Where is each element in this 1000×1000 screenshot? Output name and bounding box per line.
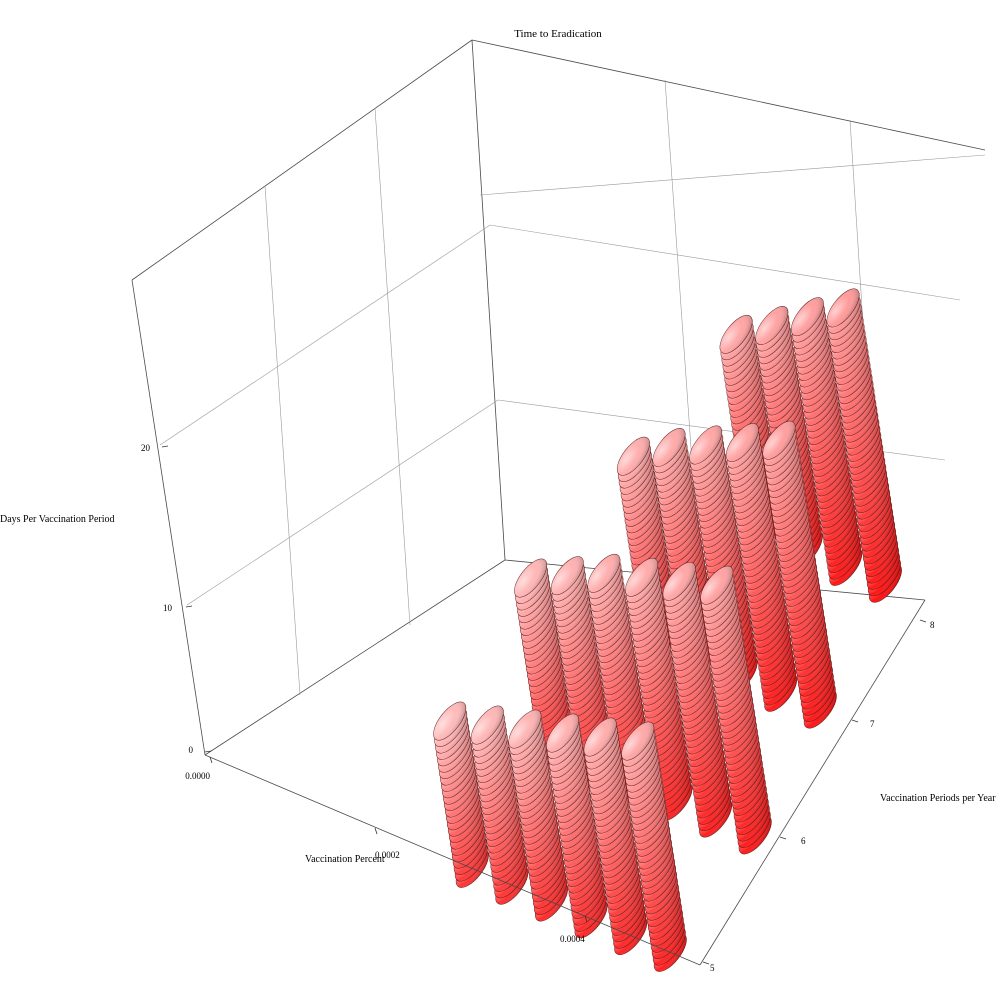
tick-mark [919,619,927,623]
box-edge [204,754,701,966]
data-disk-shade [826,288,860,328]
disk-column [790,297,863,586]
data-disk-shade [508,709,542,749]
x-axis-title: Vaccination Percent [305,854,385,865]
grid-line [186,399,499,606]
x-tick-label: 0.0002 [375,850,400,860]
y-tick-label: 5 [710,963,715,973]
z-tick-label: 0 [189,745,194,755]
grid-line [159,224,491,446]
data-disk-shade [762,421,796,460]
bounding-box-front [131,279,926,966]
box-edge [699,599,926,966]
box-edge [204,559,506,756]
data-disk-shade [726,423,759,462]
disk-column [826,288,902,603]
disk-column [625,557,693,821]
tick-mark [204,750,212,753]
data-disk-shade [621,721,655,761]
data-disk-shade [617,437,650,476]
data-disk-shade [433,701,466,741]
x-tick-label: 0.0004 [560,934,585,944]
grid-line [489,224,961,301]
z-tick-label: 10 [163,603,173,613]
tick-mark [161,445,169,448]
data-disk-shade [652,428,686,467]
disk-column [583,717,648,955]
data-disk-shade [791,297,824,336]
y-tick-label: 8 [930,620,935,630]
tick-mark [374,827,378,835]
data-disk-shade [662,562,696,601]
box-edge [131,279,206,756]
data-disk-shade [755,306,789,345]
tick-mark [185,605,193,608]
data-disk-shade [546,713,579,753]
tick-mark [779,836,787,840]
box-edge [471,39,506,561]
grid-line [374,107,411,626]
data-disks [433,288,902,972]
tick-mark [584,915,588,923]
tick-mark [209,756,213,764]
data-disk-shade [551,556,584,595]
tick-mark [702,961,710,965]
z-tick-label: 20 [141,443,151,453]
disk-column [700,565,772,855]
box-edge [471,39,986,151]
data-disk-shade [625,558,658,597]
y-tick-label: 7 [870,719,875,729]
disk-column [546,713,608,939]
disk-column [762,420,837,729]
data-disk-shade [689,425,722,465]
disk-column [470,705,529,905]
data-disk-shade [700,566,734,605]
disk-column [662,561,733,838]
z-axis-title: Days Per Vaccination Period [0,514,115,525]
box-edge [131,39,473,281]
y-axis-title: Vaccination Periods per Year [880,793,996,804]
data-disk-shade [719,315,753,354]
grid-line [479,154,986,196]
data-disk-shade [583,717,617,757]
data-disk-shade [471,705,504,745]
data-disk-shade [514,558,547,598]
chart-title: Time to Eradication [514,28,602,40]
data-disk-shade [587,554,621,593]
disk-column [725,423,798,712]
y-tick-label: 6 [801,836,806,846]
tick-mark [851,719,859,723]
axis-ticks [161,445,927,965]
x-tick-label: 0.0000 [185,771,210,781]
grid-line [264,185,301,696]
